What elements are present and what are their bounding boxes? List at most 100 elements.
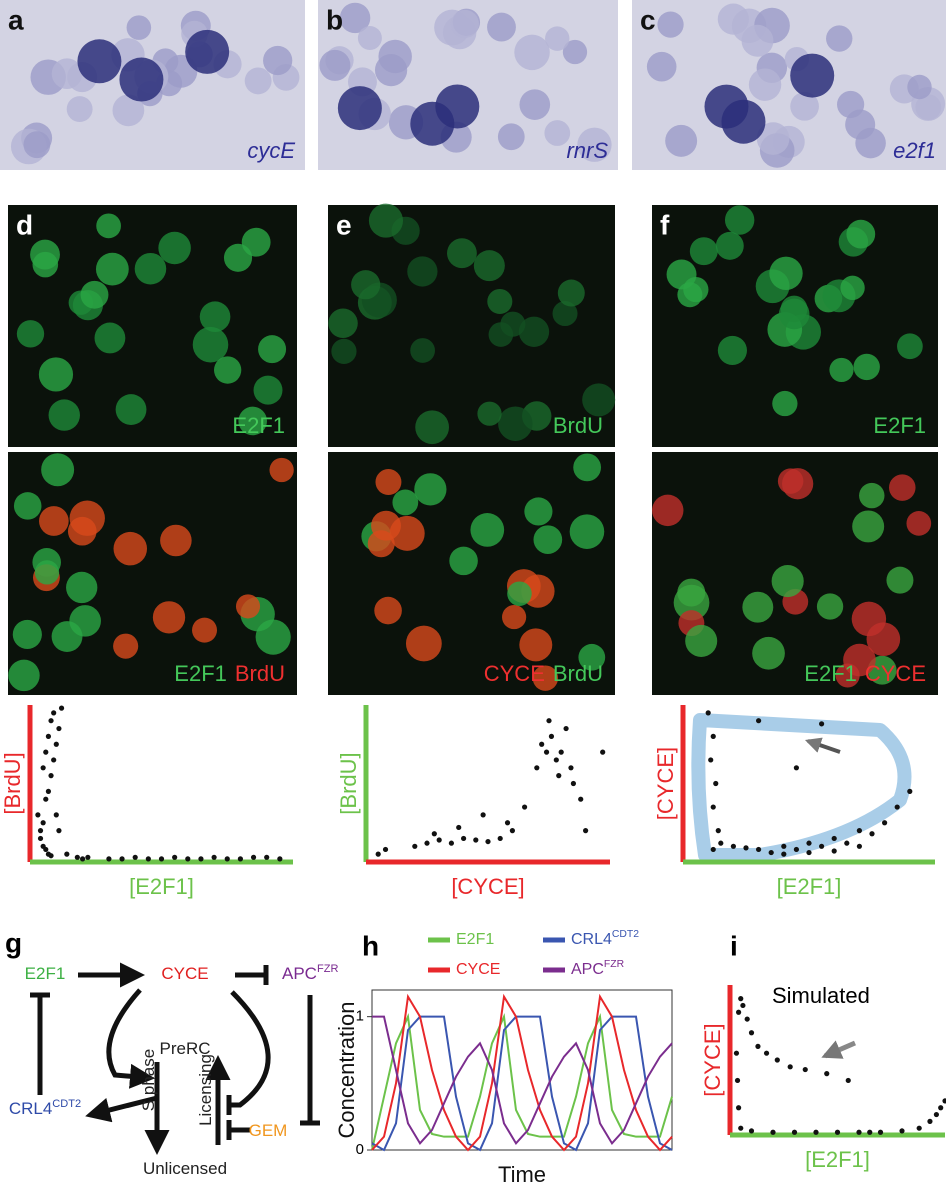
- x-axis-label: Time: [498, 1162, 546, 1186]
- nucleus: [897, 333, 923, 360]
- point: [237, 856, 243, 862]
- y-axis-label: [BrdU]: [336, 752, 361, 814]
- nucleus: [518, 316, 550, 347]
- nucleus: [533, 525, 563, 554]
- point: [733, 1050, 740, 1056]
- legend-label-main: E2F1: [456, 931, 494, 948]
- point: [539, 741, 545, 747]
- nucleus: [113, 633, 139, 659]
- nucleus: [577, 127, 612, 162]
- x-axis-label: [CYCE]: [451, 874, 524, 899]
- nucleus: [652, 494, 684, 527]
- diagram-node: APCFZR: [282, 963, 338, 984]
- nucleus: [447, 238, 477, 269]
- nucleus: [450, 9, 479, 39]
- panel-label: i: [730, 930, 738, 961]
- stain-name: BrdU: [235, 661, 285, 686]
- point: [553, 757, 559, 763]
- y-axis-label: [CYCE]: [653, 747, 678, 820]
- point: [844, 840, 850, 846]
- stained-cell: [119, 57, 164, 102]
- nucleus: [835, 663, 860, 688]
- nucleus: [689, 237, 718, 266]
- nucleus: [717, 335, 747, 366]
- nucleus: [487, 288, 513, 314]
- diagram-node: PreRC: [159, 1039, 210, 1058]
- point: [43, 749, 49, 755]
- nucleus: [238, 406, 267, 436]
- nucleus: [545, 26, 570, 51]
- point: [938, 1105, 944, 1111]
- point: [568, 765, 574, 771]
- stain-label: CYCE BrdU: [484, 661, 603, 686]
- nucleus: [769, 256, 803, 290]
- nucleus: [665, 124, 698, 157]
- series-line: [371, 1013, 673, 1151]
- nucleus: [13, 492, 42, 520]
- point: [740, 1002, 746, 1009]
- point: [763, 1050, 770, 1056]
- nucleus: [756, 122, 790, 155]
- point: [781, 843, 787, 849]
- point: [736, 1009, 742, 1015]
- diagram-node: Licensing: [196, 1054, 215, 1126]
- nucleus: [888, 474, 916, 501]
- point: [504, 820, 511, 826]
- legend-label-main: APC: [571, 961, 604, 978]
- diagram-node: CRL4CDT2: [9, 1098, 81, 1119]
- point: [480, 812, 486, 818]
- nucleus: [717, 3, 749, 35]
- point: [456, 824, 462, 831]
- plot-frame: [371, 989, 673, 1151]
- point: [80, 856, 86, 862]
- point: [106, 856, 112, 862]
- nucleus: [852, 510, 885, 543]
- point: [563, 725, 569, 732]
- direction-arrow: [821, 1040, 856, 1059]
- point: [43, 846, 49, 853]
- point: [708, 757, 714, 763]
- nucleus: [907, 74, 932, 100]
- nucleus: [331, 338, 357, 364]
- stained-cell: [77, 39, 122, 84]
- nucleus: [112, 94, 145, 127]
- point: [53, 812, 59, 818]
- diagram-node-main: E2F1: [25, 964, 66, 983]
- cycle-loop: [691, 713, 912, 862]
- point: [856, 1129, 862, 1135]
- point: [713, 780, 719, 787]
- point: [497, 835, 503, 842]
- nucleus: [23, 131, 51, 159]
- point: [436, 837, 442, 843]
- probe-label: e2f1: [893, 138, 936, 163]
- nucleus: [771, 565, 804, 598]
- point: [894, 804, 900, 810]
- point: [534, 765, 540, 771]
- point: [738, 1125, 744, 1131]
- diagram-node: E2F1: [25, 964, 66, 983]
- point: [899, 1128, 905, 1134]
- nucleus: [840, 275, 865, 301]
- point: [793, 846, 800, 853]
- stain-label: E2F1 CYCE: [804, 661, 926, 686]
- point: [738, 996, 744, 1002]
- point: [211, 854, 217, 860]
- point: [543, 749, 550, 755]
- point: [64, 851, 70, 857]
- nucleus: [544, 120, 571, 146]
- nucleus: [569, 514, 605, 549]
- y-axis-label: Concentration: [334, 1002, 359, 1139]
- nucleus: [405, 625, 442, 662]
- point: [710, 846, 716, 853]
- point: [37, 835, 44, 842]
- panel-label: d: [16, 209, 33, 240]
- point: [933, 1111, 940, 1118]
- stain-label: E2F1: [873, 413, 926, 438]
- point: [736, 1105, 742, 1111]
- stained-cell: [410, 101, 455, 146]
- stain-label: E2F1: [232, 413, 285, 438]
- point: [461, 835, 467, 842]
- point: [734, 1077, 741, 1084]
- y-tick-label: 1: [356, 1008, 364, 1025]
- nucleus: [199, 301, 231, 333]
